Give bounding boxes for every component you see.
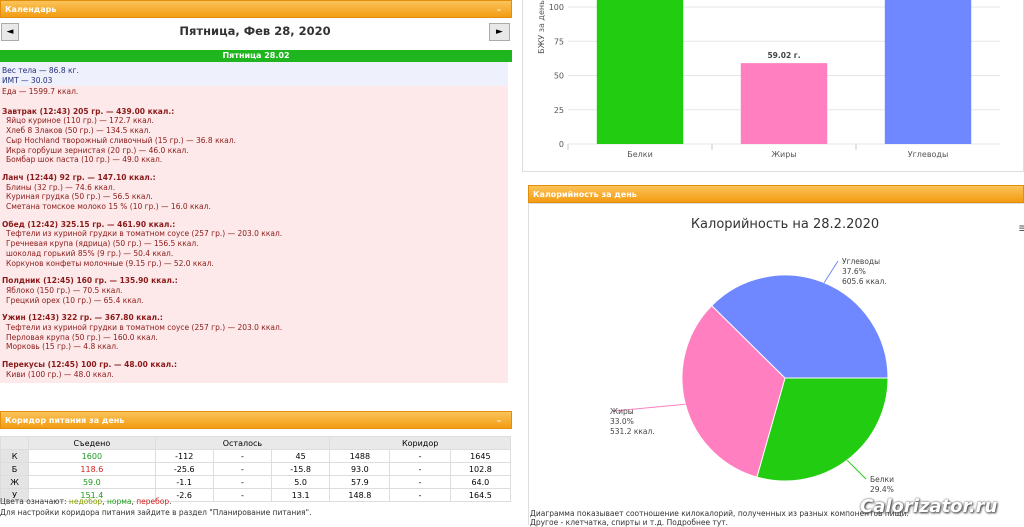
meal-item: Яблоко (150 гр.) — 70.5 ккал. <box>6 285 123 295</box>
collapse[interactable]: – <box>497 5 501 14</box>
meal-item: Гречневая крупа (ядрица) (50 гр.) — 156.… <box>6 239 199 249</box>
slice-percent: 37.6% <box>842 267 866 276</box>
slice-kcal: 531.2 ккал. <box>610 427 655 436</box>
legend-item: норма <box>106 497 132 506</box>
connector <box>613 403 686 412</box>
row-label: Ж <box>0 475 30 489</box>
meal-title: Обед (12:42) 325.15 гр. — 461.90 ккал.: <box>2 219 176 229</box>
data-label: 59.02 г. <box>767 51 800 60</box>
meal-title: Ланч (12:44) 92 гр. — 147.10 ккал.: <box>2 172 156 182</box>
meal: Перекусы (12:45) 100 гр. — 48.00 ккал.: К… <box>2 360 508 379</box>
pie-panel <box>528 203 1024 525</box>
food-list: Еда — 1599.7 ккал. Завтрак (12:43) 205 г… <box>0 86 508 383</box>
meal-title: Ужин (12:43) 322 гр. — 367.80 ккал.: <box>2 313 163 323</box>
pie-slice <box>711 274 889 379</box>
x-tick-label: Жиры <box>771 150 796 159</box>
meal-item: Икра горбуши зернистая (20 гр.) — 46.0 к… <box>6 145 189 155</box>
legend: Цвета означают: недобор, норма, перебор. <box>0 497 172 506</box>
watermark: Calorizator.ru <box>860 496 998 517</box>
meal-item: Грецкий орех (10 гр.) — 65.4 ккал. <box>6 295 144 305</box>
row-label: К <box>0 449 30 463</box>
pie-header: Калорийность за день <box>528 185 1024 203</box>
row-label: У <box>0 488 30 502</box>
y-axis-label: БЖУ за день <box>537 0 546 54</box>
corridor-table: Съедено Осталось Коридор К 1600 -112-45 1488-… <box>0 436 512 502</box>
legend-intro: Цвета означают: <box>0 497 67 506</box>
legend-item: недобор <box>68 497 103 506</box>
connector <box>823 260 839 283</box>
meal: Полдник (12:45) 160 гр. — 135.90 ккал.: Я… <box>2 276 508 305</box>
y-tick-label: 25 <box>554 106 564 115</box>
meal: Ланч (12:44) 92 гр. — 147.10 ккал.: Блины… <box>2 173 508 212</box>
weight: Вес тела — 86.8 кг. <box>2 66 79 75</box>
table-row: К 1600 -112-45 1488-1645 <box>0 449 512 463</box>
meal-item: Киви (100 гр.) — 48.0 ккал. <box>6 369 114 379</box>
y-tick-label: 0 <box>559 140 564 149</box>
table-row: У 151.4 -2.6-13.1 148.8-164.5 <box>0 488 512 502</box>
x-tick-label: Углеводы <box>908 150 949 159</box>
meal-item: Куриная грудка (50 гр.) — 56.5 ккал. <box>6 192 153 202</box>
meal-item: Бомбар шок паста (10 гр.) — 49.0 ккал. <box>6 155 163 165</box>
bar <box>884 0 972 144</box>
column-header: Съедено <box>28 436 156 450</box>
connector <box>846 459 867 480</box>
slice-name: Жиры <box>610 407 634 416</box>
meal: Обед (12:42) 325.15 гр. — 461.90 ккал.: Т… <box>2 220 508 269</box>
y-tick-label: 50 <box>554 72 564 81</box>
meal-item: Сыр Hochland творожный сливочный (15 гр.… <box>6 135 236 145</box>
slice-name: Белки <box>870 475 894 484</box>
meal: Ужин (12:43) 322 гр. — 367.80 ккал.: Тефт… <box>2 313 508 352</box>
meal-item: Коркунов конфеты молочные (9.15 гр.) — 5… <box>6 258 214 268</box>
slice-name: Углеводы <box>842 257 880 266</box>
food-total: Еда — 1599.7 ккал. <box>2 87 79 96</box>
legend-item: перебор <box>136 497 170 506</box>
meal-item: Яйцо куриное (110 гр.) — 172.7 ккал. <box>6 116 154 126</box>
meal: Завтрак (12:43) 205 гр. — 439.00 ккал.: Я… <box>2 107 508 165</box>
meal-title: Перекусы (12:45) 100 гр. — 48.00 ккал.: <box>2 360 178 370</box>
x-tick-label: Белки <box>627 150 653 159</box>
meal-item: Сметана томское молоко 15 % (10 гр.) — 1… <box>6 202 211 212</box>
pie-title: Калорийность на 28.2.2020 <box>691 217 879 232</box>
slice-percent: 29.4% <box>870 485 894 494</box>
meal-item: шоколад горький 85% (9 гр.) — 50.4 ккал. <box>6 248 174 258</box>
pie-note: Диаграмма показывает соотношение килокал… <box>530 509 909 527</box>
note: Для настройки коридора питания зайдите в… <box>0 508 312 517</box>
day-bar: Пятница 28.02 <box>0 50 512 62</box>
header-text: Календарь <box>5 5 57 14</box>
dash: - <box>389 488 451 502</box>
corridor-header: Коридор питания за день – <box>0 411 512 429</box>
eaten: 151.4 <box>28 488 156 502</box>
calendar-header: Календарь – <box>0 0 512 18</box>
date-title: Пятница, Фев 28, 2020 <box>179 24 331 38</box>
prev-button[interactable]: ◄ <box>1 23 19 41</box>
collapse[interactable]: – <box>497 416 501 425</box>
header-text: Калорийность за день <box>533 190 637 199</box>
column-header: Коридор <box>329 436 511 450</box>
next-button[interactable]: ► <box>489 23 510 41</box>
header-text: Коридор питания за день <box>5 416 125 425</box>
pie-slice <box>756 377 889 482</box>
meal-item: Блины (32 гр.) — 74.6 ккал. <box>6 182 116 192</box>
meal-item: Хлеб 8 Злаков (50 гр.) — 134.5 ккал. <box>6 126 151 136</box>
to: 164.5 <box>449 488 512 502</box>
meal-item: Тефтели из куриной грудки в томатном соу… <box>6 323 283 333</box>
bar <box>740 63 828 144</box>
meal-item: Тефтели из куриной грудки в томатном соу… <box>6 229 283 239</box>
meal-title: Полдник (12:45) 160 гр. — 135.90 ккал.: <box>2 276 178 286</box>
y-tick-label: 100 <box>549 3 564 12</box>
bar <box>596 0 684 144</box>
menu-icon[interactable]: ≡ <box>1018 221 1024 235</box>
y-tick-label: 75 <box>554 37 564 46</box>
meal-item: Перловая крупа (50 гр.) — 160.0 ккал. <box>6 332 158 342</box>
meal-title: Завтрак (12:43) 205 гр. — 439.00 ккал.: <box>2 106 175 116</box>
slice-kcal: 605.6 ккал. <box>842 277 887 286</box>
meal-item: Морковь (15 гр.) — 4.8 ккал. <box>6 342 119 352</box>
slice-percent: 33.0% <box>610 417 634 426</box>
body-stats: Вес тела — 86.8 кг. ИМТ — 30.03 <box>0 62 508 86</box>
bmi: ИМТ — 30.03 <box>2 75 53 85</box>
